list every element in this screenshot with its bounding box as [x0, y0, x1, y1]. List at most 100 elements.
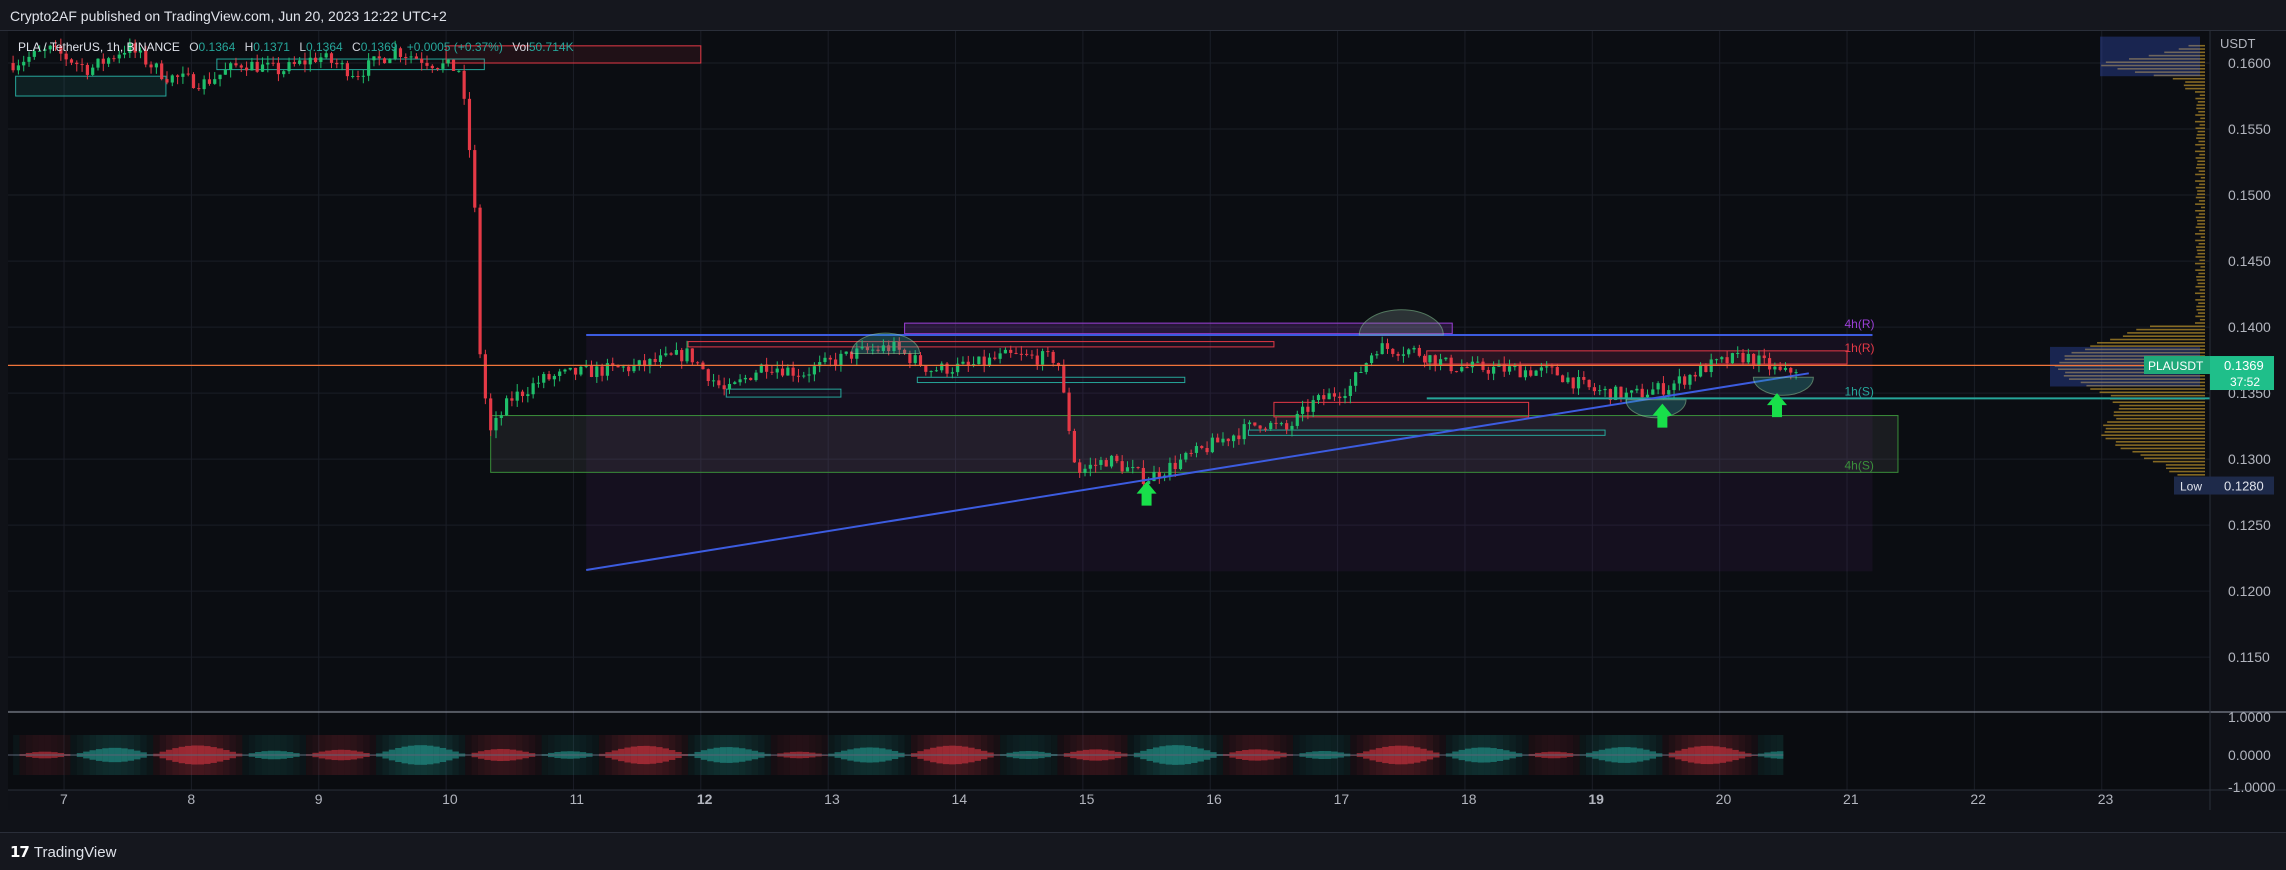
volume-profile-bar: [2200, 147, 2205, 149]
volume-profile-bar: [2178, 48, 2205, 50]
volume-profile-bar: [2134, 71, 2205, 73]
candle-body: [653, 358, 657, 363]
candle-body: [940, 363, 944, 371]
candle-body: [1157, 472, 1161, 478]
candle-body: [1046, 351, 1050, 353]
bottom-arc: [1752, 376, 1814, 396]
candle-body: [1518, 366, 1522, 378]
candle-body: [1561, 375, 1565, 383]
candle-body: [298, 60, 302, 64]
candle-body: [1672, 383, 1676, 391]
candle-body: [621, 366, 625, 368]
volume-label: Vol: [512, 40, 529, 54]
candle-body: [1449, 357, 1453, 372]
candle-body: [313, 57, 318, 62]
high-value: 0.1371: [253, 40, 290, 54]
candle-body: [1603, 388, 1607, 391]
candle-body: [542, 374, 546, 383]
candle-body: [1380, 343, 1384, 355]
buy-arrow-icon: [1652, 403, 1673, 428]
candle-body: [998, 353, 1002, 359]
candle-body: [690, 348, 694, 363]
plot-background: [8, 30, 2210, 710]
candle-body: [839, 353, 843, 366]
volume-profile-bar: [2198, 242, 2205, 245]
candle-body: [32, 51, 36, 57]
volume-profile-bar: [2188, 44, 2205, 47]
candle-body: [945, 363, 949, 374]
candle-body: [409, 56, 413, 58]
candle-body: [595, 366, 599, 377]
candle-body: [1306, 406, 1310, 412]
candle-body: [510, 398, 514, 401]
candle-body: [1216, 437, 1220, 443]
price-axis-background: [2210, 30, 2286, 810]
volume-profile-bar: [2105, 61, 2205, 64]
candle-body: [1078, 462, 1082, 473]
candle-body: [1348, 385, 1352, 396]
volume-profile-bar: [2197, 193, 2205, 196]
volume-profile-bar: [2117, 68, 2205, 70]
candle-body: [1635, 388, 1639, 391]
candle-body: [1385, 343, 1390, 349]
top-arc: [850, 332, 920, 354]
candle-body: [1056, 362, 1061, 367]
candle-body: [1693, 374, 1697, 377]
candle-body: [1566, 377, 1570, 383]
candle-body: [218, 74, 222, 80]
time-tick-label: 12: [697, 791, 713, 807]
candle-body: [414, 56, 418, 59]
volume-profile: [2054, 44, 2205, 486]
candle-body: [1099, 460, 1103, 465]
buy-arrow-icon: [1766, 393, 1787, 418]
candle-body: [244, 67, 249, 71]
candle-body: [1210, 437, 1214, 453]
candle-body: [616, 365, 620, 368]
oscillator-tick-label: -1.0000: [2228, 779, 2276, 795]
candle-body: [1359, 371, 1363, 373]
volume-profile-bar: [2152, 460, 2205, 463]
ascending-trendline: [586, 372, 1809, 572]
candle-body: [648, 358, 652, 367]
candle-body: [1269, 422, 1273, 430]
volume-profile-bar: [2116, 417, 2205, 420]
candle-body: [308, 57, 312, 65]
volume-profile-bar: [2090, 388, 2205, 390]
candle-body: [770, 371, 774, 373]
demand-zone: [15, 75, 167, 97]
volume-profile-bar: [2196, 137, 2205, 139]
candle-body: [1412, 347, 1416, 350]
volume-profile-bar: [2110, 394, 2205, 397]
volume-profile-bar: [2086, 384, 2205, 387]
candle-body: [329, 53, 334, 63]
candle-body: [1720, 357, 1724, 360]
candle-body: [589, 365, 594, 377]
tradingview-logo[interactable]: 17 TradingView: [10, 843, 116, 861]
candle-body: [515, 391, 519, 401]
candle-body: [711, 380, 716, 382]
candle-body: [1683, 376, 1687, 385]
candle-body: [1789, 367, 1793, 373]
volume-profile-bar: [2185, 81, 2205, 83]
candle-body: [1354, 372, 1358, 386]
volume-profile-bar: [2198, 110, 2205, 113]
candle-body: [738, 379, 742, 383]
brand-name: TradingView: [33, 844, 117, 861]
last-price-tag: [2210, 356, 2274, 391]
volume-profile-bar: [2197, 190, 2205, 192]
time-tick-label: 11: [569, 791, 584, 807]
low-label: L: [299, 40, 306, 54]
candle-body: [186, 73, 190, 75]
candle-body: [552, 375, 556, 380]
candle-body: [1327, 393, 1331, 400]
candle-body: [812, 366, 816, 375]
volume-profile-bar: [2199, 124, 2205, 126]
volume-profile-bar: [2165, 467, 2205, 470]
symbol-name[interactable]: PLA / TetherUS, 1h, BINANCE: [18, 40, 180, 54]
volume-profile-bar: [2105, 427, 2205, 430]
candle-body: [786, 367, 790, 376]
candle-body: [1109, 455, 1114, 467]
candle-body: [1645, 394, 1650, 398]
